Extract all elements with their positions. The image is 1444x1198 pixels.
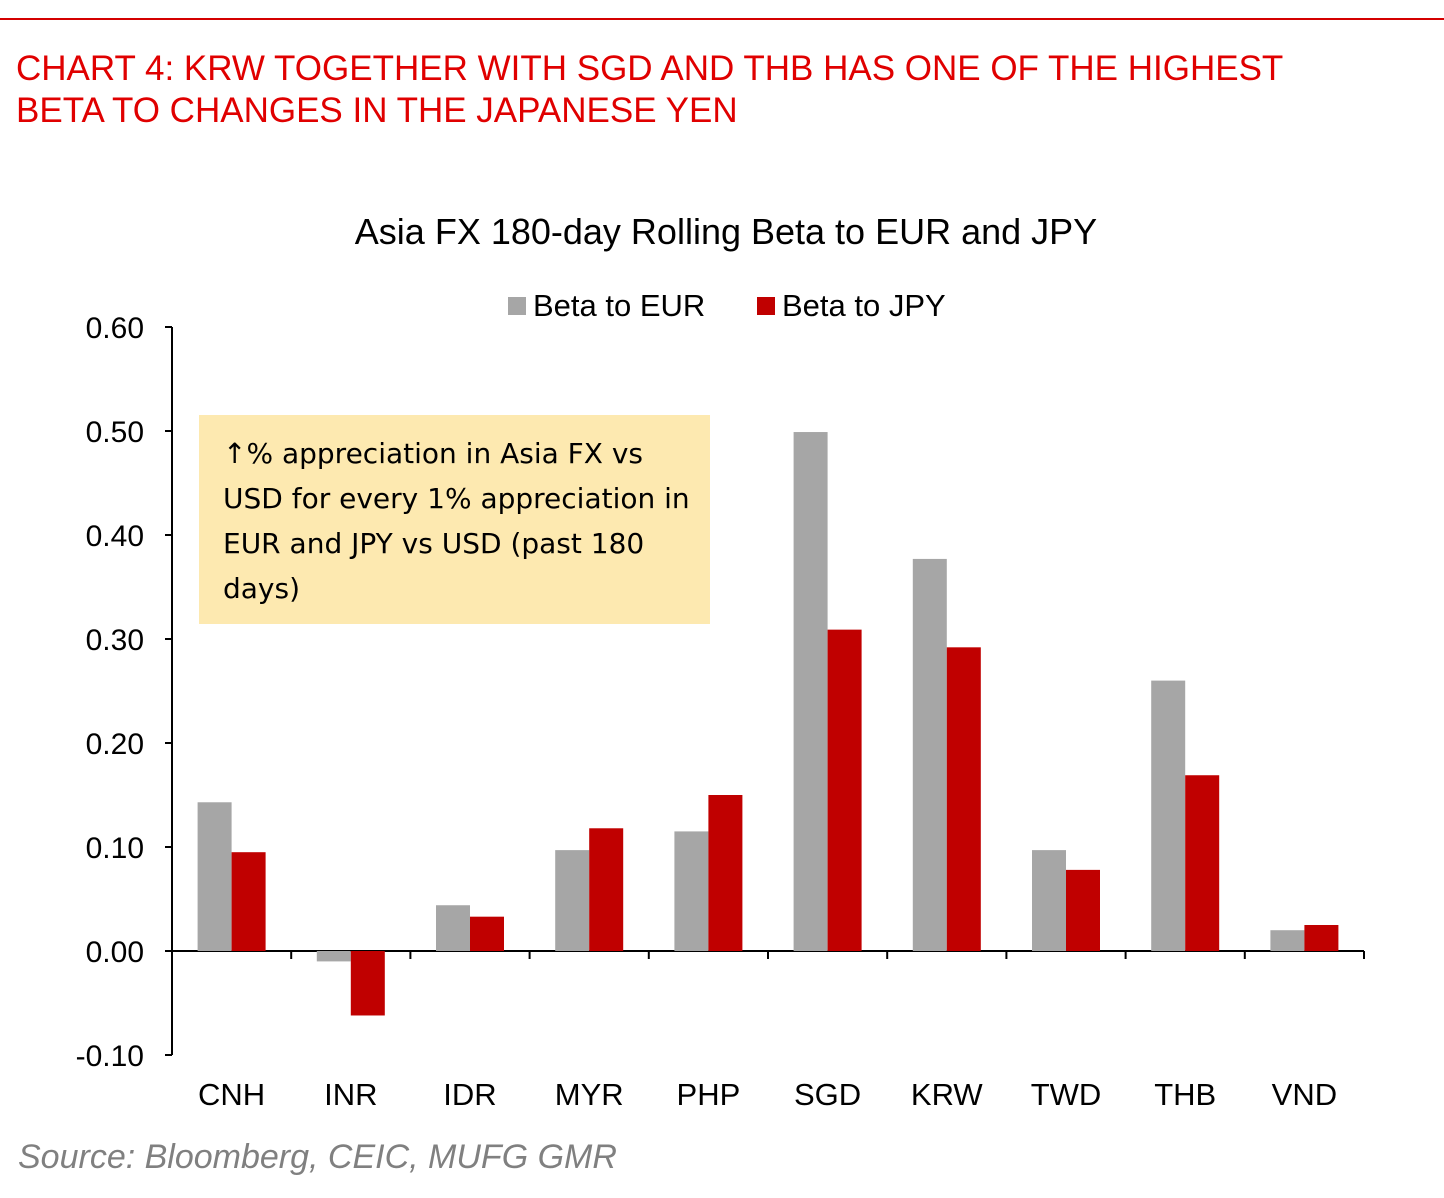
y-tick-label: 0.20 — [86, 728, 144, 761]
legend: Beta to EUR Beta to JPY — [508, 288, 946, 323]
legend-swatch-eur — [508, 297, 526, 315]
y-tick-label: 0.10 — [86, 832, 144, 865]
bar-eur-inr — [316, 951, 351, 962]
bar-jpy-krw — [946, 647, 981, 951]
y-tick-label: -0.10 — [76, 1040, 144, 1073]
bar-jpy-twd — [1066, 869, 1100, 951]
x-tick-label: INR — [324, 1077, 377, 1112]
bar-jpy-myr — [589, 828, 624, 951]
bar-jpy-cnh — [231, 852, 266, 951]
bars — [197, 432, 1339, 1016]
x-tick-label: SGD — [794, 1077, 861, 1112]
bar-eur-vnd — [1270, 930, 1305, 951]
y-tick-label: 0.50 — [86, 416, 144, 449]
legend-label-jpy: Beta to JPY — [782, 288, 946, 323]
bar-jpy-sgd — [827, 629, 862, 951]
legend-swatch-jpy — [757, 297, 775, 315]
y-tick-label: 0.30 — [86, 624, 144, 657]
x-tick-label: PHP — [677, 1077, 741, 1112]
chart-title: Asia FX 180-day Rolling Beta to EUR and … — [355, 211, 1097, 252]
annotation-box: ↑% appreciation in Asia FX vs USD for ev… — [199, 415, 710, 624]
x-tick-label: TWD — [1031, 1077, 1102, 1112]
bar-eur-twd — [1032, 850, 1066, 951]
bar-eur-krw — [912, 558, 947, 951]
tick-labels: -0.10 0.00 0.10 0.20 0.30 0.40 0.50 0.60 CNH INR I… — [76, 312, 1338, 1112]
legend-label-eur: Beta to EUR — [533, 288, 705, 323]
bar-eur-thb — [1151, 680, 1186, 951]
bar-eur-php — [674, 831, 709, 951]
heading-line-1: CHART 4: KRW TOGETHER WITH SGD AND THB H… — [16, 49, 1284, 88]
bar-eur-myr — [555, 850, 590, 951]
y-tick-label: 0.00 — [86, 936, 144, 969]
bar-eur-cnh — [197, 802, 232, 951]
bar-jpy-vnd — [1304, 925, 1339, 951]
x-tick-label: IDR — [443, 1077, 496, 1112]
heading-line-2: BETA TO CHANGES IN THE JAPANESE YEN — [16, 91, 738, 130]
bar-jpy-php — [708, 795, 743, 951]
bar-eur-sgd — [793, 432, 828, 951]
chart-heading: CHART 4: KRW TOGETHER WITH SGD AND THB H… — [16, 48, 1436, 132]
x-tick-label: MYR — [555, 1077, 624, 1112]
bar-jpy-inr — [350, 951, 385, 1016]
source-note: Source: Bloomberg, CEIC, MUFG GMR — [18, 1138, 617, 1176]
x-tick-label: THB — [1154, 1077, 1216, 1112]
x-tick-label: CNH — [198, 1077, 265, 1112]
bar-jpy-thb — [1185, 775, 1220, 951]
y-tick-label: 0.40 — [86, 520, 144, 553]
bar-eur-idr — [436, 905, 470, 951]
bar-jpy-idr — [470, 916, 504, 951]
x-tick-label: KRW — [911, 1077, 984, 1112]
y-tick-label: 0.60 — [86, 312, 144, 345]
x-tick-label: VND — [1272, 1077, 1337, 1112]
top-rule — [0, 18, 1444, 20]
